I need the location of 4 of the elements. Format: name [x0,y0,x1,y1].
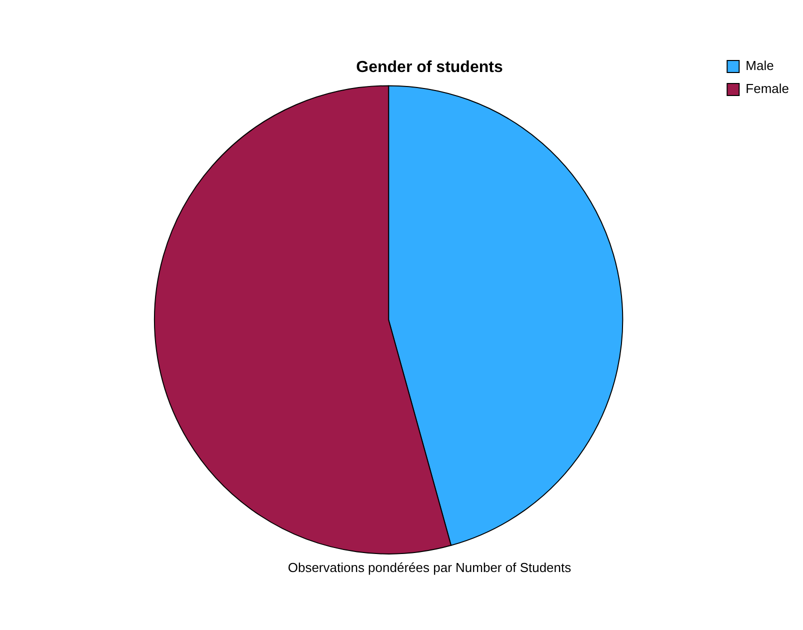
legend-label: Female [746,81,790,96]
chart-title: Gender of students [356,59,503,76]
legend-label: Male [746,58,774,74]
text: Observations pondérées par Number of Students [288,560,572,575]
